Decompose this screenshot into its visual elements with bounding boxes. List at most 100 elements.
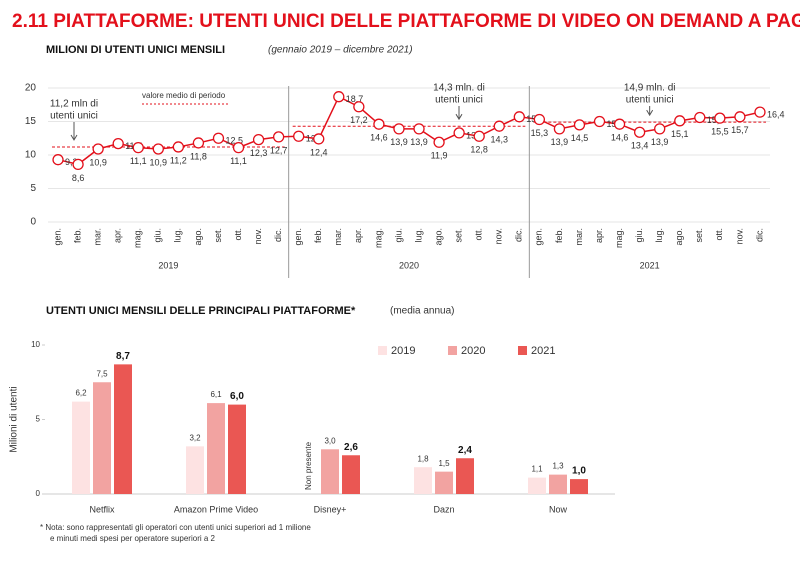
value-label: 8,6: [72, 173, 85, 183]
y-tick-label: 15: [25, 116, 37, 127]
marker: [152, 143, 164, 155]
marker: [593, 115, 606, 128]
value-label: 11,9: [431, 151, 448, 161]
x-tick-label: ott.: [714, 228, 724, 241]
group-label: 2020: [399, 260, 419, 270]
marker: [52, 154, 64, 166]
marker: [533, 113, 546, 126]
value-label: 12,5: [225, 136, 243, 146]
bar: [114, 364, 132, 494]
value-label: 10,9: [150, 157, 168, 167]
value-label: 12,3: [250, 148, 268, 158]
legend-label: 2021: [531, 345, 555, 357]
average-annotation: utenti unici: [626, 95, 674, 106]
marker: [272, 131, 285, 143]
value-label: 12,4: [310, 147, 328, 157]
x-tick-label: ago.: [674, 228, 684, 246]
marker: [453, 127, 465, 139]
x-tick-label: Disney+: [314, 504, 347, 514]
y-tick-label: 20: [25, 83, 37, 94]
value-label: 13,9: [651, 137, 669, 147]
legend-swatch: [378, 346, 387, 355]
value-label: 1,8: [417, 454, 429, 463]
marker: [172, 141, 185, 153]
x-tick-label: Amazon Prime Video: [174, 504, 258, 514]
value-label: 14,5: [571, 133, 589, 143]
value-label: 12,7: [270, 145, 288, 155]
bar: [228, 404, 246, 494]
x-tick-label: apr.: [353, 228, 363, 243]
value-label: 11,1: [130, 156, 147, 166]
marker: [553, 123, 566, 135]
x-tick-label: mag.: [373, 228, 383, 248]
value-label: 16,4: [767, 109, 785, 119]
x-tick-label: set.: [694, 228, 704, 243]
footnote: e minuti medi spesi per operatore superi…: [50, 534, 216, 543]
legend-label: valore medio di periodo: [142, 91, 226, 100]
average-annotation: utenti unici: [50, 111, 98, 122]
y-tick-label: 0: [36, 489, 41, 498]
x-tick-label: mag.: [614, 228, 624, 248]
value-label: 13,9: [390, 137, 408, 147]
marker: [232, 141, 245, 154]
footnote: * Nota: sono rappresentati gli operatori…: [40, 523, 311, 532]
value-label: 14,6: [611, 133, 629, 143]
value-label: 8,7: [116, 351, 130, 362]
value-label: 1,3: [552, 462, 564, 471]
value-label: 14,3: [490, 135, 508, 145]
x-tick-label: mar.: [574, 228, 584, 246]
value-label: 6,1: [210, 390, 222, 399]
value-label: 3,2: [189, 433, 201, 442]
x-tick-label: dic.: [273, 228, 283, 242]
value-label: 2,4: [458, 445, 472, 456]
average-annotation: 14,9 mln. di: [624, 83, 676, 94]
value-label: 11,8: [190, 151, 207, 161]
x-tick-label: ott.: [474, 228, 484, 241]
chart-subtitle: (media annua): [390, 306, 454, 317]
x-tick-label: gen.: [534, 228, 544, 246]
x-tick-label: mar.: [93, 228, 103, 246]
y-axis-label: Milioni di utenti: [9, 386, 20, 452]
bar: [456, 458, 474, 494]
legend-swatch: [448, 346, 457, 355]
y-tick-label: 0: [30, 217, 36, 228]
bar: [414, 467, 432, 494]
bar: [72, 401, 90, 494]
x-tick-label: ago.: [193, 228, 203, 246]
x-tick-label: mag.: [133, 228, 143, 248]
x-tick-label: lug.: [173, 228, 183, 243]
x-tick-label: giu.: [153, 228, 163, 243]
value-label: 1,0: [572, 466, 586, 477]
x-tick-label: feb.: [554, 228, 564, 243]
y-tick-label: 10: [25, 150, 37, 161]
value-label: 1,5: [438, 459, 450, 468]
marker: [132, 141, 144, 154]
x-tick-label: apr.: [594, 228, 604, 243]
x-tick-label: Dazn: [433, 504, 454, 514]
marker: [293, 130, 305, 142]
x-tick-label: gen.: [293, 228, 303, 246]
legend-swatch: [518, 346, 527, 355]
x-tick-label: dic.: [514, 228, 524, 242]
x-tick-label: lug.: [654, 228, 664, 243]
marker: [433, 136, 445, 148]
chart-title: MILIONI DI UTENTI UNICI MENSILI: [46, 44, 225, 56]
marker: [413, 123, 425, 135]
marker: [212, 132, 225, 144]
value-label: 11,2: [170, 155, 187, 165]
marker: [333, 91, 345, 103]
marker: [313, 133, 325, 145]
marker: [92, 143, 104, 155]
bar: [528, 477, 546, 494]
marker: [373, 118, 385, 130]
x-tick-label: nov.: [253, 228, 263, 244]
marker: [473, 130, 485, 142]
missing-note: Non presente: [304, 441, 313, 490]
x-tick-label: apr.: [113, 228, 123, 243]
average-annotation: 11,2 mln di: [50, 99, 98, 110]
marker: [513, 111, 525, 123]
x-tick-label: feb.: [313, 228, 323, 243]
value-label: 13,4: [631, 141, 649, 151]
x-tick-label: lug.: [413, 228, 423, 243]
x-tick-label: mar.: [333, 228, 343, 246]
